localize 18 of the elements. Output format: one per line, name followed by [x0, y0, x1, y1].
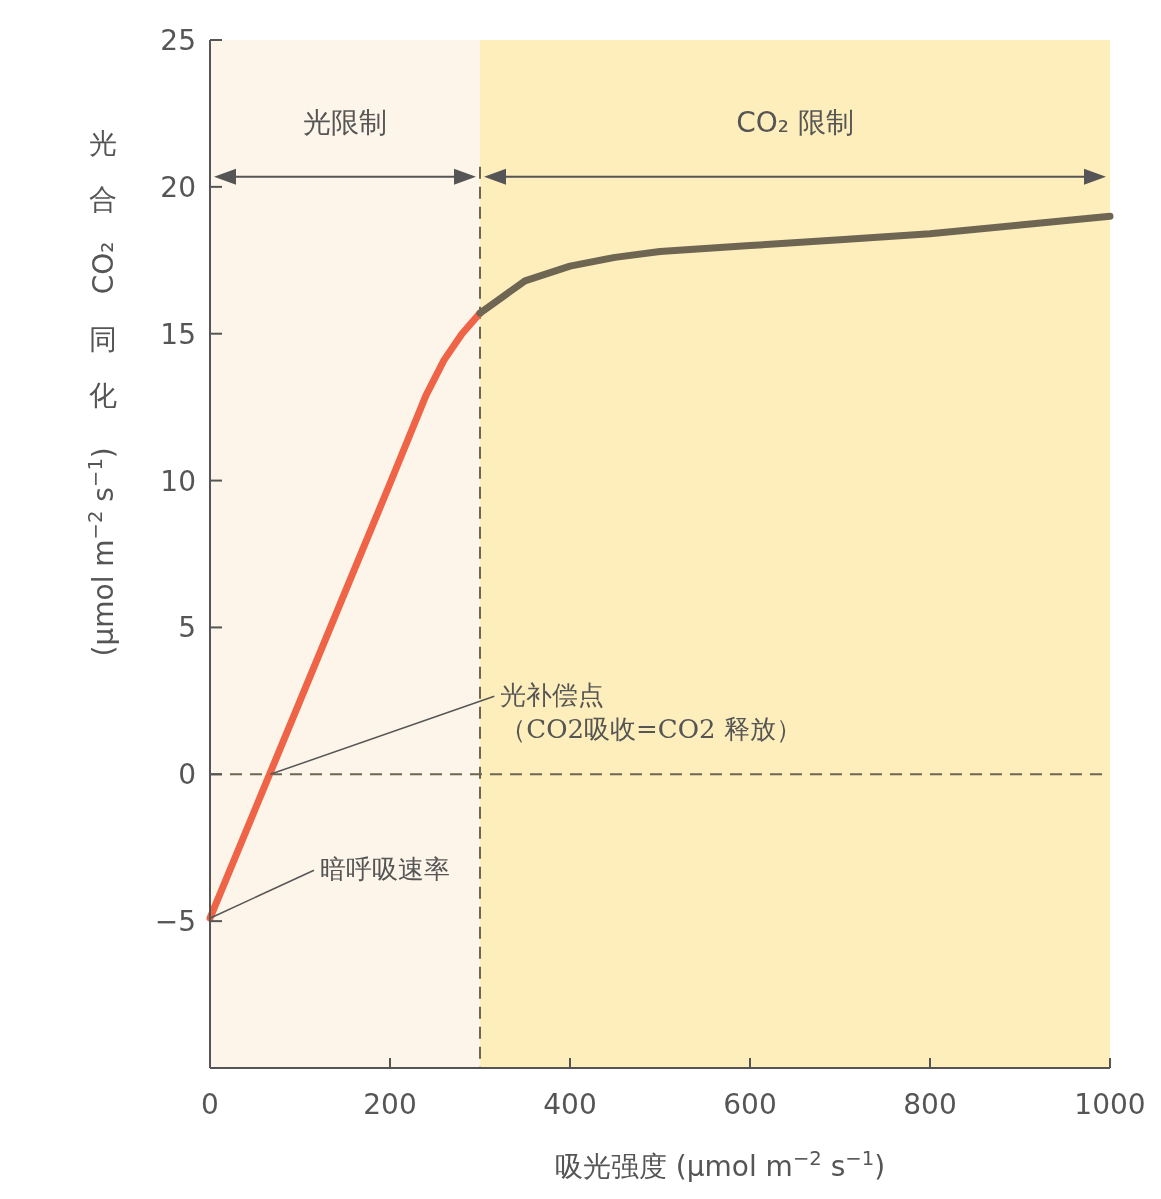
x-axis-title: 吸光强度 (μmol m$^{−2}$ s$^{−1}$): [554, 1146, 886, 1183]
y-tick-label: 15: [160, 317, 196, 351]
x-tick-label: 800: [903, 1088, 957, 1121]
band-label: 光限制: [303, 105, 387, 139]
y-tick-label: 5: [178, 611, 196, 645]
y-tick-label: −5: [154, 905, 196, 939]
x-tick-label: 400: [543, 1088, 597, 1121]
annotation: 暗呼吸速率: [320, 854, 450, 885]
y-tick-label: 25: [160, 24, 196, 57]
band-label: CO₂ 限制: [736, 105, 854, 139]
annotation: 光补偿点（CO2吸收=CO2 释放）: [500, 680, 802, 745]
y-tick-label: 0: [178, 758, 196, 792]
x-tick-label: 0: [201, 1088, 219, 1121]
x-tick-label: 600: [723, 1088, 777, 1121]
x-tick-label: 200: [363, 1088, 417, 1121]
y-tick-label: 20: [160, 170, 196, 204]
x-tick-label: 1000: [1074, 1088, 1146, 1121]
y-tick-label: 10: [160, 464, 196, 498]
